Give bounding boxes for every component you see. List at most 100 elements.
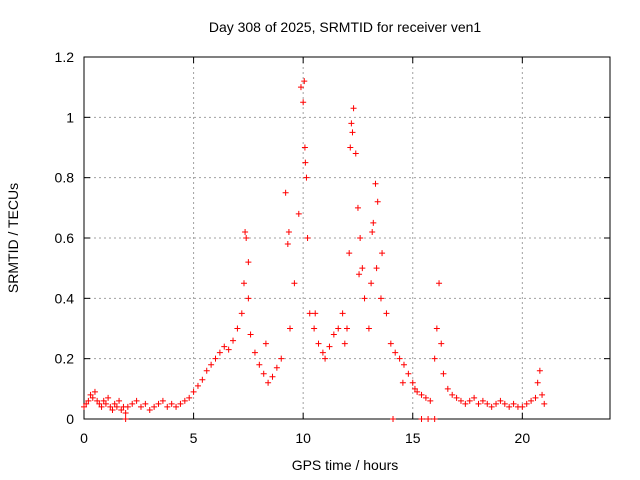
data-point [519, 403, 526, 410]
data-point [377, 295, 384, 302]
data-point [89, 394, 96, 401]
data-point [181, 397, 188, 404]
chart-title: Day 308 of 2025, SRMTID for receiver ven… [209, 19, 482, 35]
data-point [159, 397, 166, 404]
data-point [247, 331, 254, 338]
data-point [379, 250, 386, 257]
data-point [356, 271, 363, 278]
data-point [349, 129, 356, 136]
y-tick-label: 0.8 [55, 170, 75, 186]
data-point [85, 397, 92, 404]
data-point [230, 337, 237, 344]
data-point [203, 367, 210, 374]
data-point [436, 280, 443, 287]
data-point [155, 400, 162, 407]
data-point [245, 295, 252, 302]
data-point [453, 394, 460, 401]
data-point [352, 150, 359, 157]
data-point [372, 180, 379, 187]
data-point [124, 403, 131, 410]
data-point [306, 310, 313, 317]
data-point [208, 361, 215, 368]
data-point [242, 228, 249, 235]
data-point [107, 403, 114, 410]
data-point [212, 355, 219, 362]
data-point [344, 325, 350, 332]
data-point [449, 391, 456, 398]
data-point [510, 400, 517, 407]
x-tick-label: 10 [295, 430, 311, 446]
data-point [405, 370, 412, 377]
data-point [302, 159, 309, 166]
y-tick-label: 0 [66, 411, 74, 427]
data-point [346, 250, 353, 257]
data-point [330, 331, 337, 338]
data-point [87, 391, 94, 398]
data-point [304, 235, 311, 241]
data-point [301, 144, 308, 151]
data-point [431, 355, 438, 362]
data-point [91, 388, 98, 395]
data-point [440, 370, 447, 377]
x-tick-label: 5 [190, 430, 198, 446]
data-point [194, 382, 201, 389]
data-point [400, 361, 407, 368]
data-point [221, 343, 228, 350]
data-point [409, 379, 416, 386]
data-point [506, 403, 513, 410]
data-point [133, 397, 140, 404]
data-point [265, 379, 272, 386]
y-axis-title: SRMTID / TECUs [5, 183, 21, 293]
data-point [116, 397, 123, 404]
data-point [122, 416, 129, 422]
data-point [425, 416, 432, 422]
data-point [341, 340, 348, 347]
data-point [312, 310, 319, 317]
data-point [199, 376, 206, 383]
data-point [361, 295, 368, 302]
data-points [81, 78, 548, 422]
data-point [370, 219, 377, 226]
data-point [348, 120, 355, 127]
data-point [303, 174, 310, 181]
data-point [319, 349, 326, 356]
x-tick-label: 15 [405, 430, 421, 446]
data-point [493, 400, 500, 407]
data-point [287, 325, 294, 332]
data-point [122, 409, 129, 416]
grid [84, 57, 610, 419]
y-tick-label: 0.6 [55, 230, 75, 246]
data-point [243, 235, 250, 241]
data-point [536, 367, 543, 374]
data-point [151, 403, 158, 410]
data-point [422, 394, 429, 401]
data-point [137, 403, 144, 410]
y-tick-label: 0.2 [55, 351, 75, 367]
data-point [142, 400, 149, 407]
data-point [177, 400, 184, 407]
data-point [488, 403, 495, 410]
data-point [392, 349, 399, 356]
data-point [109, 406, 116, 413]
data-point [433, 325, 440, 332]
data-point [245, 259, 252, 266]
data-point [100, 397, 107, 404]
data-point [387, 340, 394, 347]
data-point [399, 379, 406, 386]
data-point [168, 400, 175, 407]
data-point [315, 340, 322, 347]
data-point [383, 310, 390, 317]
data-point [326, 343, 333, 350]
data-point [81, 403, 87, 410]
data-point [479, 397, 486, 404]
data-point [234, 325, 241, 332]
data-point [427, 397, 434, 404]
data-point [523, 400, 530, 407]
data-point [339, 310, 346, 317]
data-point [501, 400, 508, 407]
data-point [240, 280, 247, 287]
data-point [278, 355, 285, 362]
data-point [365, 325, 372, 332]
